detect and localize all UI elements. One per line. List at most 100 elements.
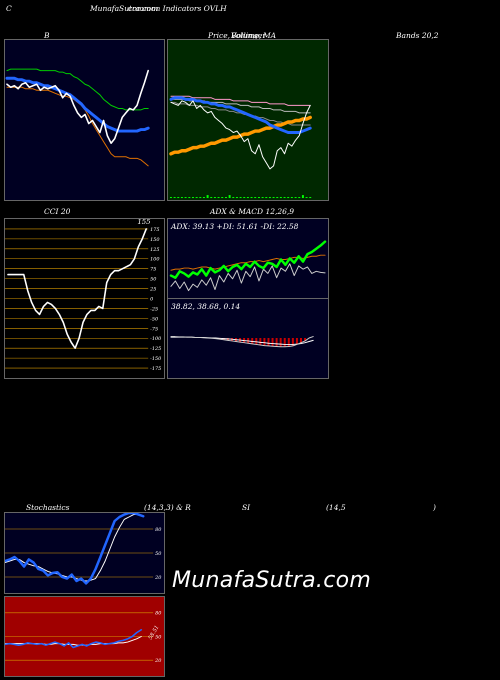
volume-bar <box>290 197 293 199</box>
label-volume: Volume, <box>231 31 262 40</box>
price-ma-ma_blue <box>169 96 312 135</box>
stochastics-panel: 80 50 20 <box>4 512 165 594</box>
macd-chart <box>170 336 314 348</box>
cci-tick-label: -100 <box>150 336 161 342</box>
label-stoch: Stochastics <box>26 503 70 512</box>
cci-tick-label: 125 <box>150 247 159 253</box>
volume-bar <box>192 197 194 199</box>
volume-bar <box>213 197 216 199</box>
volume-bar <box>173 197 176 199</box>
volume-bar <box>301 195 304 199</box>
cci-panel: 175 150 125 100 75 50 25 0 -25 -50 -75 -100 -125 -150… <box>4 218 165 379</box>
volume-bar <box>210 197 213 199</box>
plus-di-line <box>169 240 327 279</box>
label-si: SI <box>242 503 251 512</box>
cci-tick-label: -75 <box>150 326 158 332</box>
volume-bar <box>228 195 231 199</box>
price-ma-panel <box>167 39 329 201</box>
label-bollinger: Bollinger <box>231 31 266 40</box>
cci-tick-label: -175 <box>150 366 161 372</box>
volume-bar <box>195 197 198 199</box>
volume-bar <box>309 197 312 199</box>
adx-panel: ADX: 39.13 +DI: 51.61 -DI: 22.58 <box>167 218 329 300</box>
volume-bar <box>239 197 242 199</box>
volume-bar <box>243 197 246 199</box>
header-c: C <box>6 4 12 13</box>
macd-panel: 38.82, 38.68, 0.14 <box>167 298 329 379</box>
header-title: MunafaSutra.com <box>90 4 159 13</box>
volume-bar <box>268 197 271 199</box>
rsi-line <box>5 628 143 649</box>
cci-chart: 175 150 125 100 75 50 25 0 -25 -50 -75 -100 -125 -150… <box>5 219 161 372</box>
label-rsi-close: ) <box>433 503 436 512</box>
volume-bar <box>294 197 297 199</box>
price-ma-chart <box>169 95 312 199</box>
bollinger-price-line <box>6 69 149 144</box>
cci-tick-label: 0 <box>150 296 153 302</box>
macd-line <box>170 336 314 348</box>
adx-chart <box>169 240 327 292</box>
volume-bar <box>246 197 249 199</box>
volume-bar <box>254 197 257 199</box>
price-ma-ma_long_pink <box>170 95 311 106</box>
cci-tick-label: 25 <box>149 287 156 293</box>
volume-bar <box>188 197 191 199</box>
bollinger-middle-band <box>5 76 150 133</box>
volume-bar <box>265 197 268 199</box>
cci-line <box>7 228 148 349</box>
cci-tick-label: -50 <box>150 316 158 322</box>
label-cci: CCI 20 <box>44 207 71 216</box>
stoch-k-line <box>5 513 145 585</box>
volume-bar <box>261 197 264 199</box>
volume-bar <box>224 197 227 199</box>
cci-tick-label: 75 <box>150 267 156 273</box>
stoch-d-line <box>5 514 144 582</box>
cci-tick-label: 100 <box>150 257 159 263</box>
cci-tick-label: 150 <box>150 237 159 243</box>
rsi-panel: 80 50 20 58.51 <box>4 596 165 677</box>
cci-last-value: 155 <box>137 219 150 226</box>
cci-tick-label: -150 <box>150 356 161 362</box>
volume-bar <box>202 197 205 199</box>
volume-bar <box>283 197 286 199</box>
volume-bar <box>298 197 301 199</box>
volume-bar <box>279 197 282 199</box>
cci-tick-label: 50 <box>150 277 156 283</box>
label-stoch-params: (14,3,3) & R <box>144 503 191 512</box>
volume-bar <box>199 197 202 199</box>
rsi-tick-label: 80 <box>155 611 161 617</box>
watermark: MunafaSutra.com <box>172 568 372 593</box>
label-bands: Bands 20,2 <box>396 31 439 40</box>
minus-di-line <box>170 263 326 292</box>
volume-bar <box>169 197 172 199</box>
cci-tick-label: -25 <box>150 306 158 312</box>
macd-values: 38.82, 38.68, 0.14 <box>171 302 241 311</box>
bollinger-chart <box>5 68 150 167</box>
adx-values: ADX: 39.13 +DI: 51.61 -DI: 22.58 <box>171 222 299 231</box>
stochastics-chart: 80 50 20 <box>5 513 161 585</box>
label-rsi-params: (14,5 <box>326 503 346 512</box>
volume-bar <box>272 197 275 199</box>
rsi-tick-label: 50 <box>155 634 161 640</box>
cci-tick-label: 175 <box>150 227 159 233</box>
volume-bar <box>217 197 220 199</box>
stoch-tick-label: 50 <box>155 551 161 557</box>
rsi-tick-label: 20 <box>154 658 161 664</box>
volume-bar <box>177 197 180 199</box>
volume-bar <box>276 197 279 199</box>
volume-bar <box>221 197 224 199</box>
volume-bar <box>235 197 238 199</box>
bollinger-upper-band <box>6 68 149 111</box>
label-price: Price, <box>208 31 231 40</box>
bollinger-panel <box>4 39 165 201</box>
stoch-tick-label: 20 <box>154 575 161 581</box>
cci-tick-label: -125 <box>150 346 161 352</box>
volume-bar <box>287 197 290 199</box>
macd-signal-line <box>170 336 314 345</box>
volume-bar <box>180 197 183 199</box>
price-ma-price <box>170 100 311 170</box>
volume-bar <box>184 197 187 199</box>
volume-bar <box>232 197 235 199</box>
stoch-tick-label: 80 <box>155 527 161 533</box>
